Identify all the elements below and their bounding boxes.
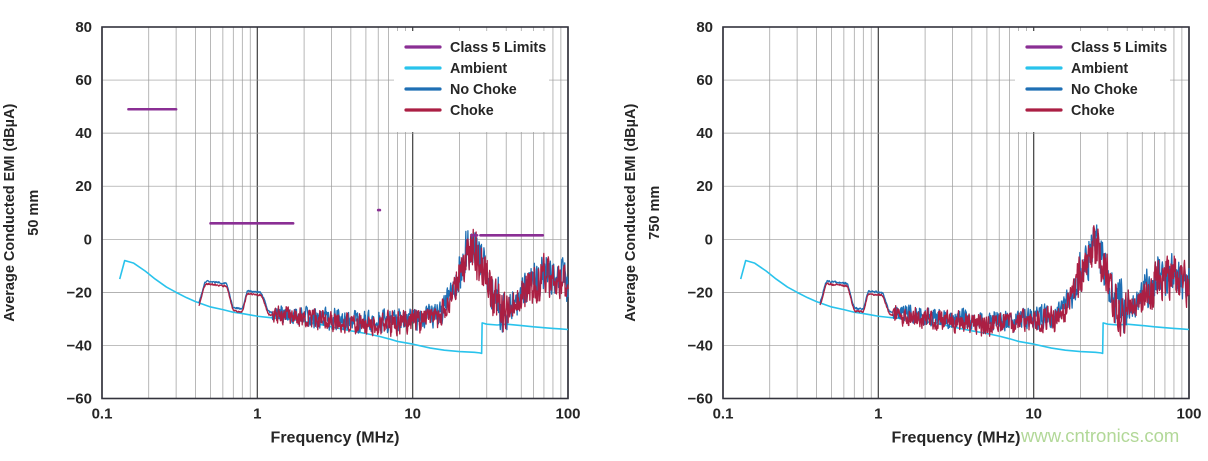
svg-text:Frequency (MHz): Frequency (MHz) [271,430,400,447]
svg-text:50 mm: 50 mm [26,190,42,236]
svg-text:1: 1 [253,406,261,423]
svg-text:1: 1 [874,406,882,423]
svg-text:40: 40 [75,125,92,142]
svg-text:Class 5 Limits: Class 5 Limits [450,40,546,56]
svg-text:20: 20 [696,178,713,195]
svg-text:750 mm: 750 mm [647,186,663,240]
svg-text:−20: −20 [67,284,92,301]
svg-text:No Choke: No Choke [1071,82,1138,98]
svg-text:www.cntronics.com: www.cntronics.com [1020,425,1179,446]
svg-text:Class 5 Limits: Class 5 Limits [1071,40,1167,56]
svg-text:−20: −20 [688,284,713,301]
svg-text:80: 80 [696,19,713,36]
svg-text:0.1: 0.1 [92,406,113,423]
svg-text:−60: −60 [688,391,713,408]
svg-text:Frequency (MHz): Frequency (MHz) [892,430,1021,447]
svg-text:10: 10 [404,406,421,423]
svg-text:40: 40 [696,125,713,142]
svg-text:100: 100 [1176,406,1201,423]
svg-text:Average Conducted EMI (dBµA): Average Conducted EMI (dBµA) [2,104,18,322]
svg-text:80: 80 [75,19,92,36]
svg-text:Choke: Choke [450,103,494,119]
svg-text:20: 20 [75,178,92,195]
svg-text:−60: −60 [67,391,92,408]
svg-text:60: 60 [696,72,713,89]
svg-text:100: 100 [555,406,580,423]
svg-text:−40: −40 [67,337,92,354]
svg-text:Average Conducted EMI (dBµA): Average Conducted EMI (dBµA) [623,104,639,322]
svg-text:Choke: Choke [1071,103,1115,119]
svg-text:−40: −40 [688,337,713,354]
svg-text:10: 10 [1025,406,1042,423]
svg-text:Ambient: Ambient [1071,61,1128,77]
svg-text:60: 60 [75,72,92,89]
svg-text:0: 0 [705,231,713,248]
svg-text:Ambient: Ambient [450,61,507,77]
svg-text:0: 0 [84,231,92,248]
svg-text:No Choke: No Choke [450,82,517,98]
svg-text:0.1: 0.1 [713,406,734,423]
